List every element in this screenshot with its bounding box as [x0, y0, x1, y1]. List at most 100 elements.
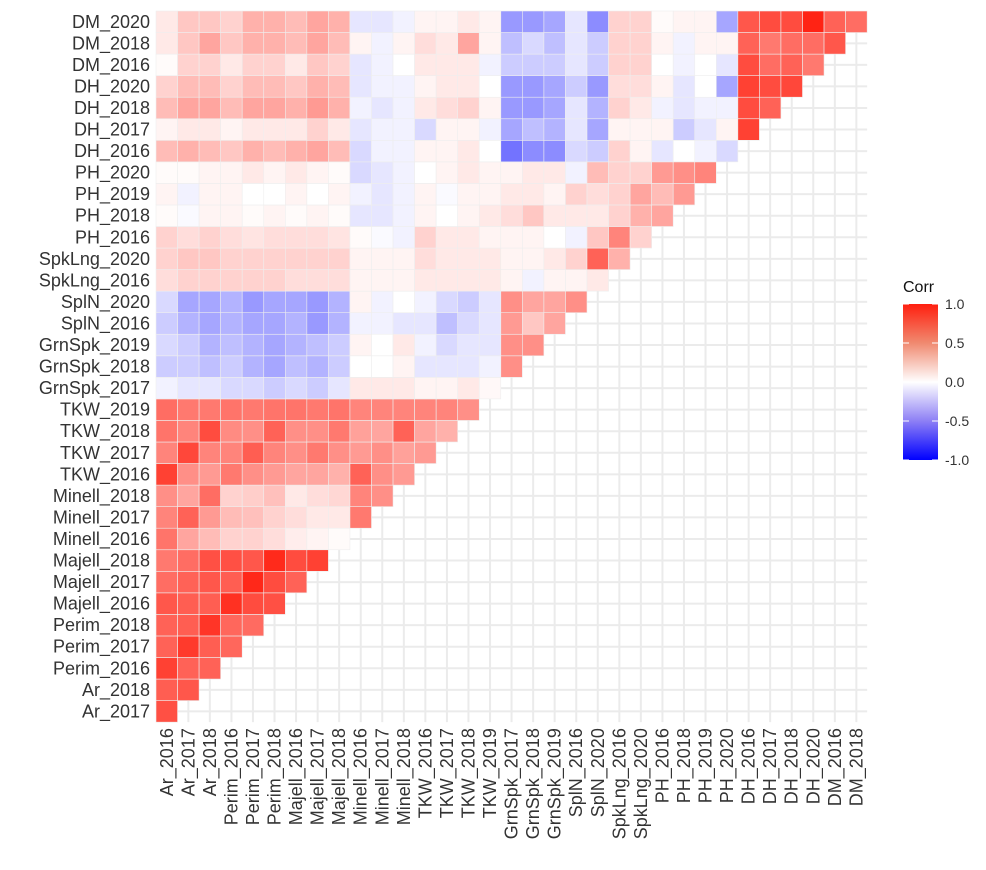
heatmap-cell	[198, 570, 221, 594]
heatmap-cell	[328, 527, 351, 551]
heatmap-cell	[349, 53, 372, 76]
heatmap-cell	[328, 204, 351, 227]
heatmap-cell	[715, 75, 739, 98]
heatmap-cell	[349, 463, 372, 486]
heatmap-cell	[457, 96, 480, 120]
heatmap-cell	[284, 140, 308, 163]
heatmap-cell	[198, 247, 221, 270]
heatmap-cell	[414, 96, 437, 120]
heatmap-cell	[672, 53, 696, 76]
y-tick-label: TKW_2017	[60, 443, 150, 464]
heatmap-cell	[177, 269, 200, 292]
x-tick-label: SplN_2016	[566, 728, 587, 817]
heatmap-cell	[522, 96, 545, 120]
heatmap-cell	[155, 549, 178, 572]
heatmap-cell	[241, 161, 265, 184]
x-tick-label: Ar_2016	[157, 728, 178, 796]
heatmap-cell	[371, 204, 394, 227]
heatmap-cell	[155, 592, 178, 615]
heatmap-cell	[220, 290, 243, 313]
heatmap-cell	[543, 183, 566, 206]
heatmap-cell	[155, 183, 178, 206]
heatmap-cell	[263, 484, 286, 507]
heatmap-cell	[284, 183, 308, 206]
heatmap-cell	[392, 10, 415, 33]
heatmap-cell	[522, 75, 545, 98]
heatmap-cell	[220, 269, 243, 292]
heatmap-cell	[586, 140, 609, 163]
heatmap-cell	[737, 32, 760, 55]
heatmap-cell	[522, 53, 545, 76]
heatmap-cell	[371, 32, 394, 55]
heatmap-cell	[177, 247, 200, 270]
heatmap-cell	[414, 226, 437, 249]
heatmap-cell	[522, 333, 545, 357]
heatmap-cell	[328, 183, 351, 206]
heatmap-cell	[263, 570, 286, 594]
heatmap-cell	[241, 506, 265, 529]
heatmap-cell	[306, 290, 329, 313]
heatmap-cell	[155, 32, 178, 55]
heatmap-cell	[672, 32, 696, 55]
heatmap-cell	[241, 592, 265, 615]
heatmap-cell	[284, 398, 308, 421]
heatmap-cell	[629, 161, 652, 184]
heatmap-cell	[284, 32, 308, 55]
heatmap-cell	[435, 247, 458, 270]
heatmap-cell	[586, 269, 609, 292]
heatmap-cell	[328, 140, 351, 163]
heatmap-cell	[155, 269, 178, 292]
heatmap-cell	[263, 247, 286, 270]
heatmap-cell	[371, 463, 394, 486]
heatmap-cell	[543, 161, 566, 184]
heatmap-cell	[284, 53, 308, 76]
heatmap-cell	[392, 75, 415, 98]
heatmap-cell	[392, 183, 415, 206]
heatmap-cell	[198, 506, 221, 529]
heatmap-cell	[198, 183, 221, 206]
heatmap-cell	[435, 204, 458, 227]
x-tick-label: SplN_2020	[588, 728, 609, 817]
x-tick-label: GrnSpk_2018	[523, 728, 544, 839]
heatmap-cell	[177, 290, 200, 313]
x-tick-label: Minell_2017	[372, 728, 393, 825]
heatmap-cell	[371, 183, 394, 206]
heatmap-cell	[392, 269, 415, 292]
heatmap-cell	[220, 161, 243, 184]
heatmap-cell	[241, 204, 265, 227]
heatmap-cell	[349, 377, 372, 400]
heatmap-cell	[220, 463, 243, 486]
heatmap-cell	[220, 140, 243, 163]
heatmap-cell	[306, 183, 329, 206]
heatmap-cell	[651, 161, 674, 184]
heatmap-cell	[177, 441, 200, 464]
x-tick-label: DM_2016	[825, 728, 846, 806]
heatmap-cell	[220, 377, 243, 400]
heatmap-cell	[457, 183, 480, 206]
heatmap-cell	[608, 140, 631, 163]
heatmap-cell	[715, 118, 739, 141]
heatmap-cell	[263, 53, 286, 76]
heatmap-cell	[694, 53, 717, 76]
heatmap-cell	[349, 312, 372, 335]
heatmap-cell	[220, 32, 243, 55]
heatmap-cell	[284, 204, 308, 227]
heatmap-cell	[155, 614, 178, 637]
x-tick-label: Minell_2016	[351, 728, 372, 825]
heatmap-cell	[241, 355, 265, 378]
heatmap-cell	[392, 463, 415, 486]
heatmap-cell	[435, 333, 458, 357]
heatmap-cell	[478, 32, 502, 55]
x-tick-label: SpkLng_2016	[609, 728, 630, 839]
heatmap-cell	[672, 183, 696, 206]
y-tick-label: Ar_2017	[82, 701, 150, 722]
heatmap-cell	[263, 312, 286, 335]
heatmap-cell	[198, 657, 221, 680]
heatmap-cell	[306, 75, 329, 98]
heatmap-cell	[371, 226, 394, 249]
x-tick-label: GrnSpk_2017	[502, 728, 523, 839]
heatmap-cell	[155, 333, 178, 357]
heatmap-cell	[306, 226, 329, 249]
heatmap-cell	[522, 204, 545, 227]
x-tick-label: Perim_2017	[243, 728, 264, 825]
